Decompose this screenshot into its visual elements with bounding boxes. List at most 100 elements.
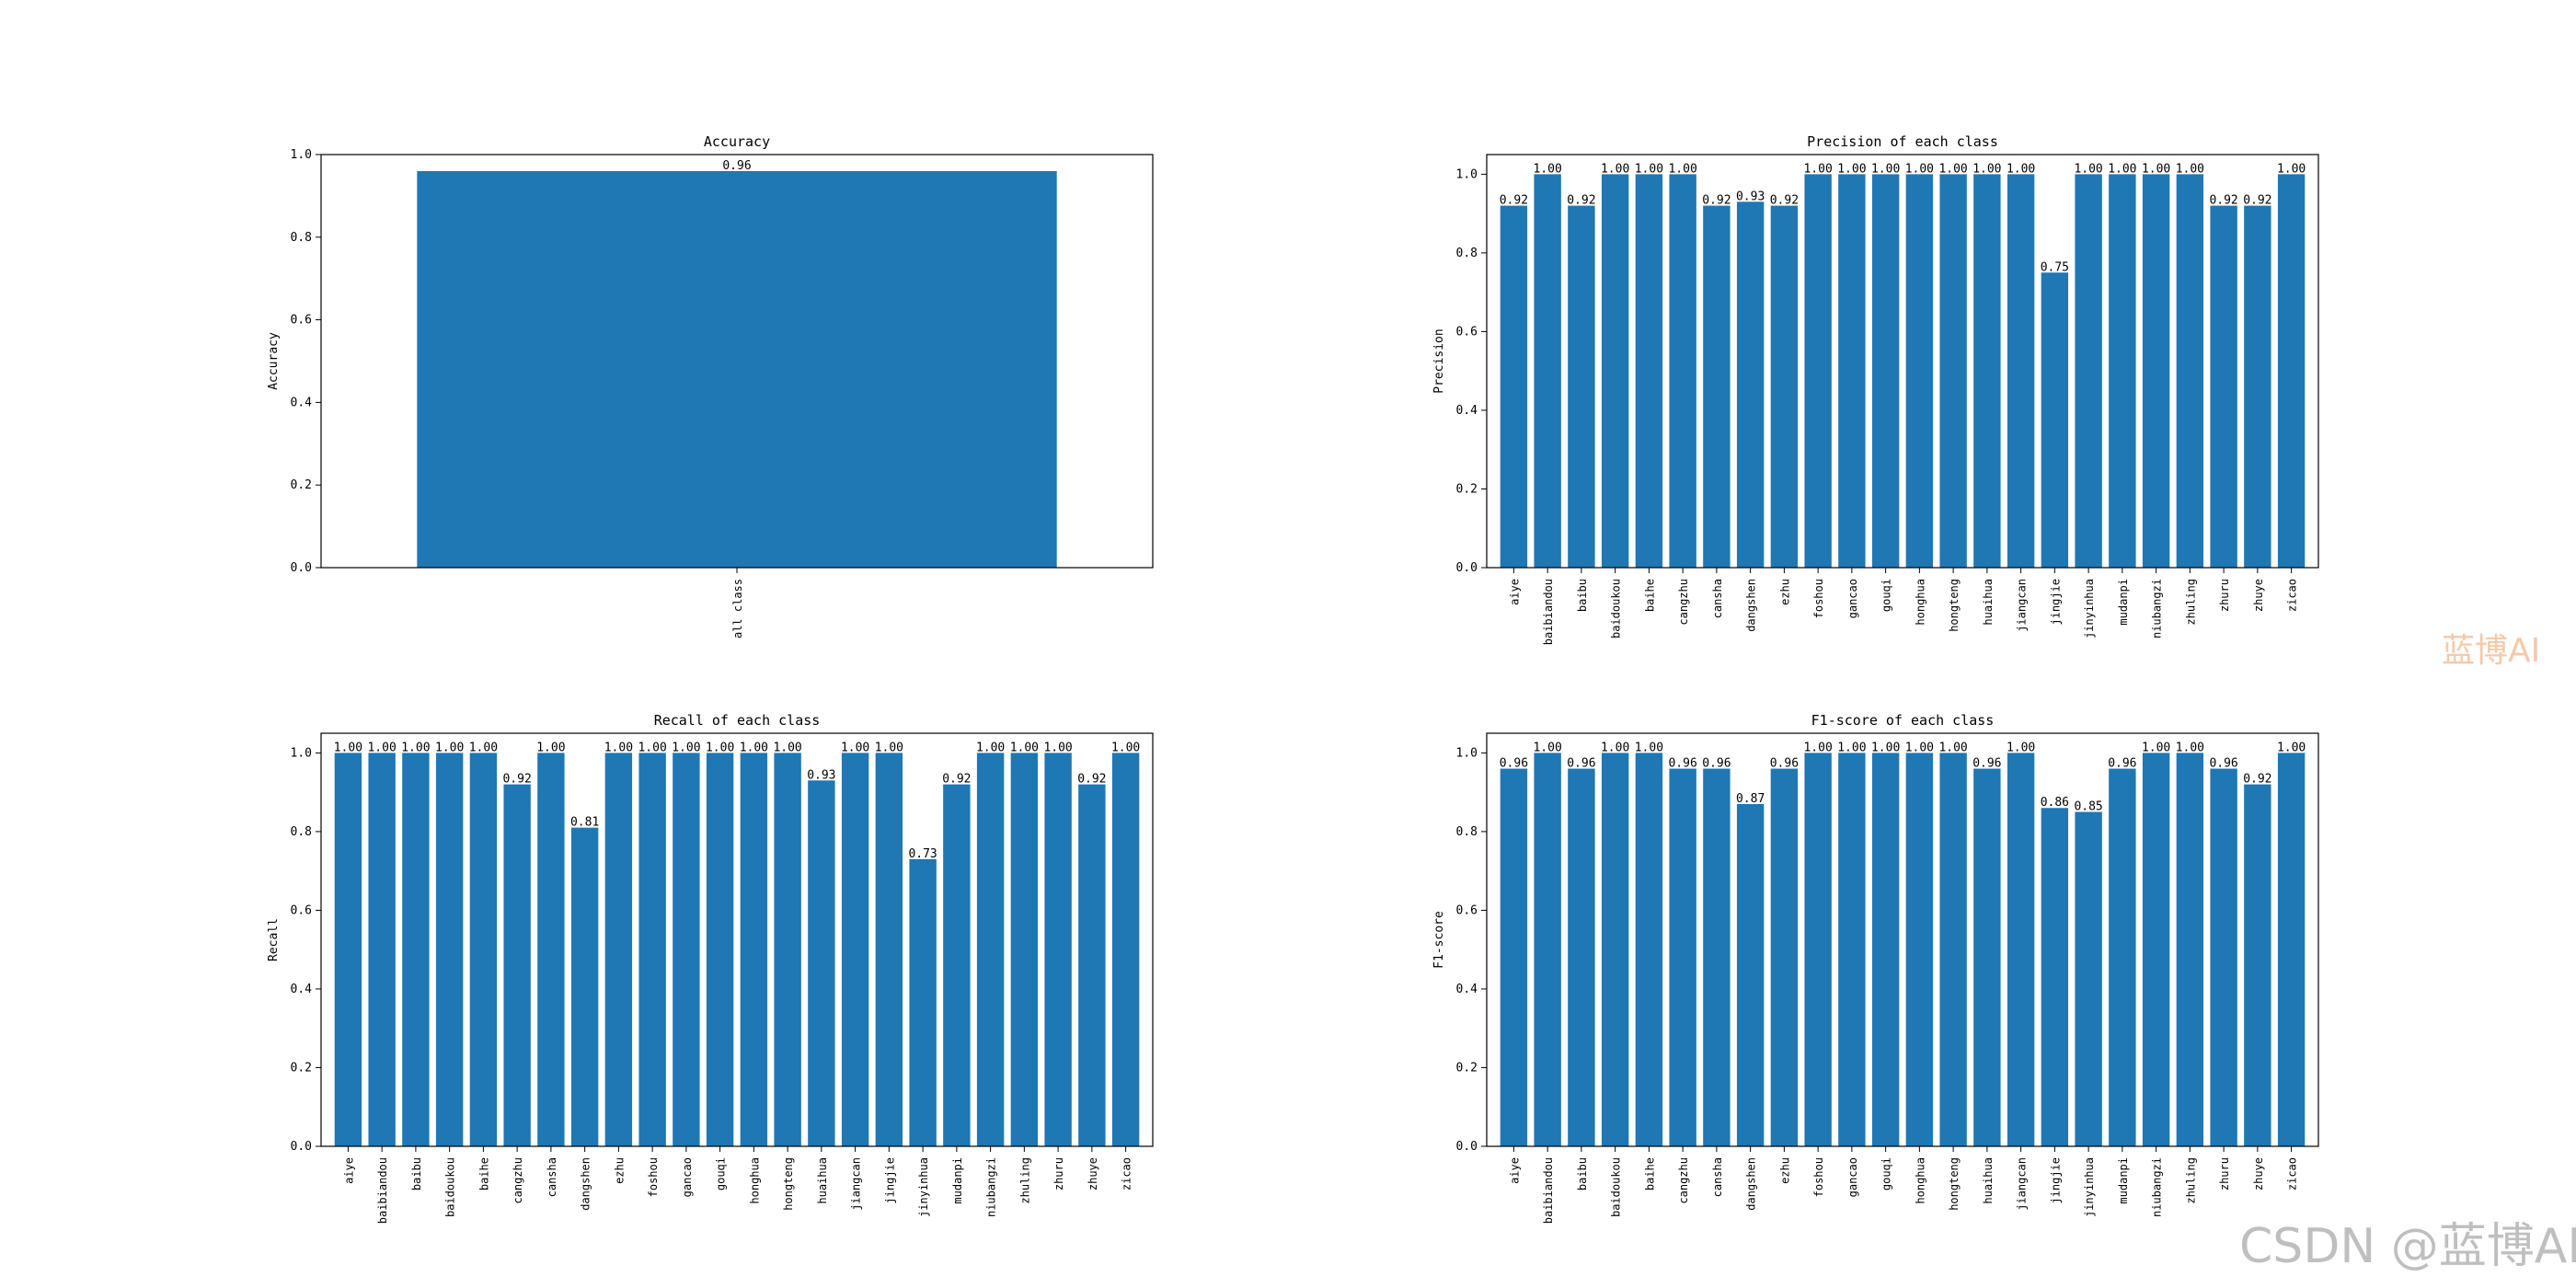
y-tick-label: 0.8 — [291, 231, 312, 245]
bar-value-label: 0.92 — [1077, 773, 1106, 787]
x-tick-label: cansha — [1711, 579, 1724, 618]
bar-value-label: 0.96 — [1770, 756, 1799, 770]
bar-value-label: 1.00 — [841, 741, 869, 754]
bar-value-label: 0.96 — [1500, 756, 1528, 770]
x-tick-label: hongteng — [782, 1157, 795, 1211]
x-tick-label: zhuye — [2252, 1157, 2265, 1190]
bar-value-label: 0.96 — [2209, 756, 2237, 770]
x-tick-label: baibu — [1576, 1157, 1589, 1190]
x-tick-label: jinyinhua — [2083, 579, 2096, 638]
x-tick-label: baihe — [1643, 1157, 1656, 1190]
y-tick-label: 0.2 — [1456, 482, 1478, 496]
bar — [1905, 174, 1934, 568]
bar — [1568, 205, 1595, 569]
x-tick-label: dangshen — [580, 1157, 592, 1211]
x-tick-label: honghua — [1914, 1157, 1926, 1204]
x-tick-label: honghua — [748, 1157, 761, 1204]
bar — [875, 753, 903, 1146]
bar-value-label: 1.00 — [638, 741, 666, 754]
bar-value-label: 1.00 — [1635, 741, 1663, 754]
bar-value-label: 1.00 — [469, 741, 498, 754]
bar — [2041, 272, 2069, 568]
y-tick-label: 0.2 — [291, 478, 312, 492]
x-tick-label: zhuru — [1052, 1157, 1065, 1190]
bar-value-label: 1.00 — [2007, 162, 2035, 176]
bar — [909, 858, 937, 1146]
y-tick-label: 1.0 — [1456, 167, 1478, 181]
bar — [2007, 174, 2035, 568]
bar-value-label: 1.00 — [1533, 741, 1561, 754]
bar — [976, 753, 1005, 1146]
x-tick-label: dangshen — [1745, 579, 1758, 632]
bar — [2244, 205, 2271, 569]
bar — [1838, 174, 1866, 568]
chart-4: 0.96 aiye 1.00 baibiandou 0.96 baibu 1.00 baido… — [1432, 712, 2319, 1224]
x-tick-label: gouqi — [1880, 579, 1893, 612]
x-tick-label: mudanpi — [951, 1157, 964, 1204]
chart-title: F1-score of each class — [1811, 712, 1995, 729]
bar — [1500, 768, 1528, 1146]
x-tick-label: niubangzi — [985, 1157, 998, 1217]
bar — [1703, 205, 1731, 569]
x-tick-label: baidoukou — [1610, 1157, 1623, 1217]
y-tick-label: 0.4 — [291, 396, 313, 409]
x-tick-label: niubangzi — [2151, 1157, 2164, 1217]
x-tick-label: jinyinhua — [2083, 1157, 2096, 1217]
y-axis-label: Precision — [1432, 328, 1446, 393]
bar — [1568, 768, 1595, 1146]
x-tick-label: zicao — [1121, 1157, 1133, 1190]
bar-value-label: 1.00 — [2277, 741, 2306, 754]
x-tick-label: zhuling — [2184, 579, 2197, 626]
x-tick-label: aiye — [1508, 1157, 1521, 1184]
bar-value-label: 1.00 — [1043, 741, 1072, 754]
bar-value-label: 0.92 — [2243, 194, 2271, 208]
x-tick-label: jingjie — [2049, 1157, 2062, 1204]
bar-value-label: 1.00 — [1938, 741, 1967, 754]
y-tick-label: 0.2 — [291, 1061, 312, 1075]
bar-value-label: 0.86 — [2041, 796, 2069, 810]
bar-value-label: 1.00 — [367, 741, 396, 754]
bar-value-label: 1.00 — [2176, 162, 2204, 176]
bar — [417, 170, 1057, 568]
x-tick-label: baibiandou — [1542, 579, 1555, 645]
y-tick-label: 0.0 — [291, 561, 312, 575]
bar-value-label: 1.00 — [1837, 741, 1866, 754]
bar-value-label: 0.96 — [2108, 756, 2136, 770]
y-tick-label: 1.0 — [1456, 746, 1478, 760]
y-tick-label: 0.0 — [1456, 1140, 1478, 1154]
bar — [368, 753, 396, 1146]
bar — [1736, 803, 1765, 1146]
bar — [2109, 174, 2136, 568]
bar — [1973, 174, 2001, 568]
x-tick-label: ezhu — [1778, 579, 1791, 605]
y-tick-label: 0.0 — [291, 1140, 312, 1154]
x-tick-label: gancao — [681, 1157, 694, 1197]
bar — [2210, 205, 2237, 569]
bar-value-label: 1.00 — [536, 741, 565, 754]
x-tick-label: foshou — [1812, 579, 1825, 618]
y-tick-label: 0.8 — [1456, 247, 1478, 260]
bar-value-label: 1.00 — [1972, 162, 2001, 176]
bar — [2176, 174, 2204, 568]
x-tick-label: zhuru — [2218, 1157, 2231, 1190]
watermark-bottom: CSDN @蓝博AI — [2239, 1219, 2576, 1274]
bar-value-label: 1.00 — [1871, 162, 1900, 176]
bar — [1973, 768, 2001, 1146]
x-tick-label: mudanpi — [2117, 579, 2130, 626]
bar-value-label: 1.00 — [706, 741, 734, 754]
y-tick-label: 0.4 — [1456, 404, 1478, 418]
bar — [808, 780, 835, 1146]
x-tick-label: cansha — [546, 1157, 558, 1197]
bar — [1770, 205, 1799, 569]
bar — [503, 784, 531, 1146]
bar-value-label: 1.00 — [773, 741, 801, 754]
bar — [673, 753, 700, 1146]
bar — [1838, 753, 1866, 1146]
x-tick-label: zhuru — [2218, 579, 2231, 612]
x-tick-label: jingjie — [883, 1157, 896, 1204]
x-tick-label: foshou — [1812, 1157, 1825, 1197]
bar-value-label: 1.00 — [2074, 162, 2102, 176]
bar — [1905, 753, 1934, 1146]
bar — [1804, 174, 1832, 568]
bar — [841, 753, 869, 1146]
